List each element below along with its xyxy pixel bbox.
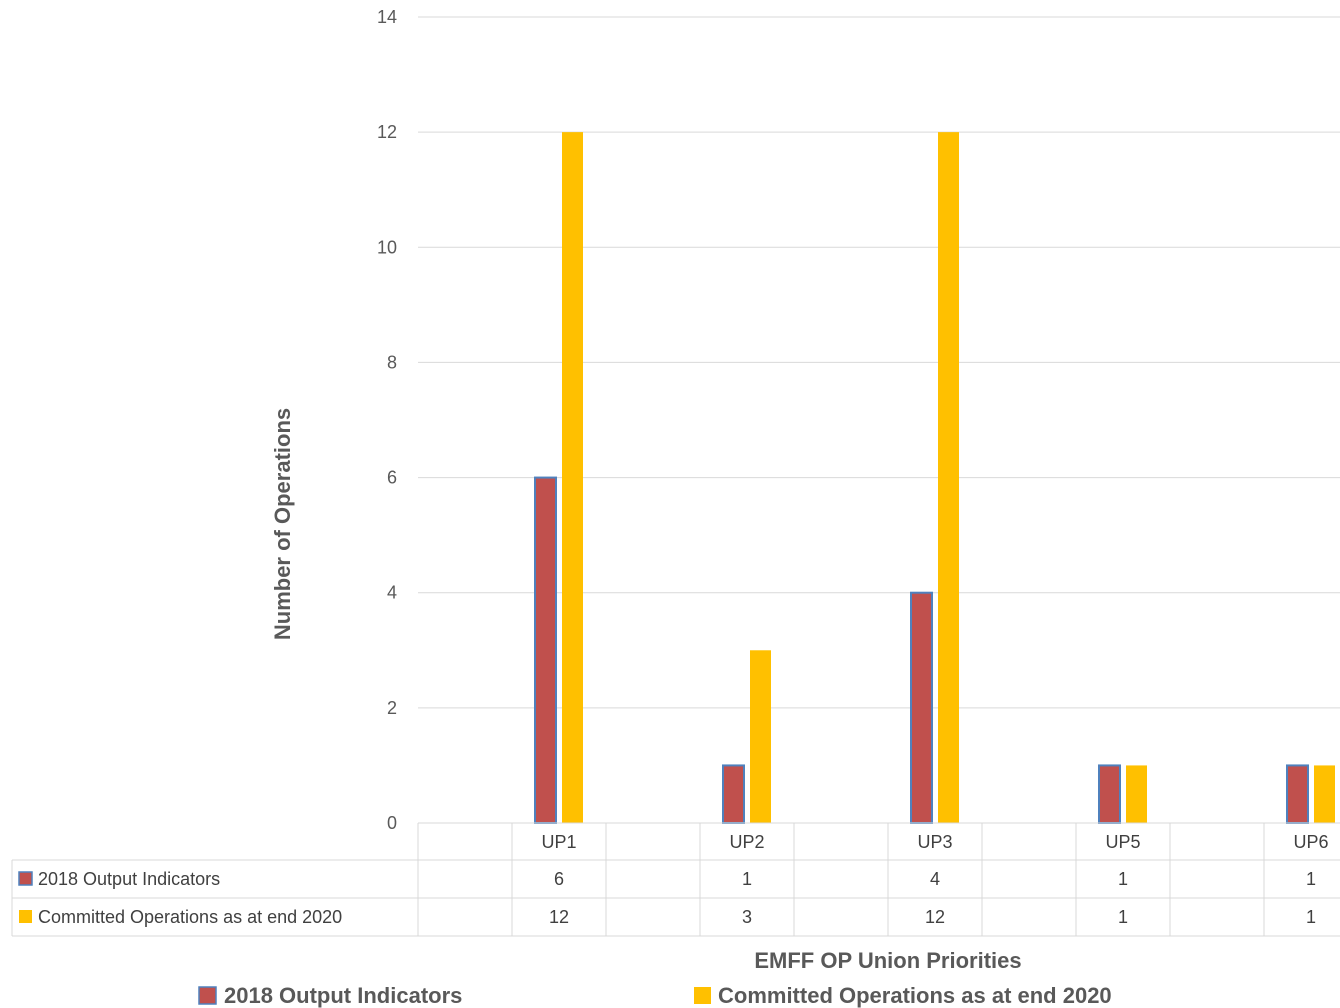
- legend: 2018 Output Indicators Committed Operatio…: [198, 983, 1112, 1008]
- table-value: 1: [1118, 869, 1128, 889]
- bar-up3-series-1: [910, 591, 933, 825]
- table-legend-key: [18, 871, 33, 886]
- category-label: UP1: [541, 832, 576, 852]
- y-tick-label: 10: [377, 237, 397, 257]
- table-series-name: 2018 Output Indicators: [38, 869, 220, 889]
- bars: [534, 132, 1335, 825]
- bar-up3-series-2: [938, 132, 959, 824]
- bar-up5-series-2: [1126, 765, 1147, 823]
- table-value: 12: [549, 907, 569, 927]
- table-value: 6: [554, 869, 564, 889]
- table-value: 1: [1306, 869, 1316, 889]
- y-tick-label: 12: [377, 122, 397, 142]
- y-tick-label: 2: [387, 698, 397, 718]
- category-label: UP5: [1105, 832, 1140, 852]
- table-legend-key: [19, 910, 32, 923]
- category-label: UP3: [917, 832, 952, 852]
- legend-key: [198, 986, 217, 1005]
- category-label: UP2: [729, 832, 764, 852]
- y-tick-label: 8: [387, 352, 397, 372]
- y-tick-label: 0: [387, 813, 397, 833]
- bar-up5-series-1: [1098, 764, 1121, 825]
- table-value: 1: [1306, 907, 1316, 927]
- category-label: UP6: [1293, 832, 1328, 852]
- table-value: 3: [742, 907, 752, 927]
- x-axis-label: EMFF OP Union Priorities: [754, 948, 1021, 973]
- y-axis-label: Number of Operations: [270, 408, 295, 640]
- table-value: 12: [925, 907, 945, 927]
- y-tick-label: 6: [387, 468, 397, 488]
- table-series-name: Committed Operations as at end 2020: [38, 907, 342, 927]
- table-value: 1: [742, 869, 752, 889]
- bar-up6-series-2: [1314, 765, 1335, 823]
- y-axis-ticks: 0 2 4 6 8 10 12 14: [377, 7, 397, 833]
- data-table: UP1 UP2 UP3 UP5 UP6 2018 Output Indicators 6 1 4…: [11, 822, 1340, 937]
- bar-up2-series-1: [722, 764, 745, 825]
- legend-key: [694, 987, 711, 1004]
- legend-entry: 2018 Output Indicators: [224, 983, 462, 1008]
- table-value: 4: [930, 869, 940, 889]
- bar-up1-series-2: [562, 132, 583, 824]
- bar-up6-series-1: [1286, 764, 1309, 825]
- legend-entry: Committed Operations as at end 2020: [718, 983, 1112, 1008]
- y-tick-label: 14: [377, 7, 397, 27]
- y-tick-label: 4: [387, 583, 397, 603]
- bar-up2-series-2: [750, 650, 771, 823]
- bar-up1-series-1: [534, 476, 557, 824]
- table-value: 1: [1118, 907, 1128, 927]
